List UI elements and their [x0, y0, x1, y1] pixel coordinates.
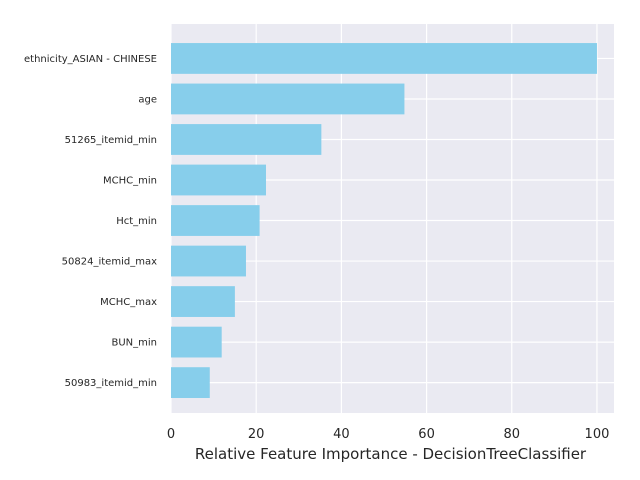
category-label: 51265_itemid_min	[65, 135, 157, 146]
category-label: MCHC_min	[103, 176, 157, 187]
bar	[171, 245, 246, 277]
category-labels: ethnicity_ASIAN - CHINESE age 51265_itemid…	[24, 54, 157, 389]
category-label: Hct_min	[116, 216, 157, 227]
x-tick-label: 80	[503, 427, 520, 442]
bar	[171, 367, 210, 399]
bar	[171, 205, 260, 236]
bar	[171, 43, 597, 74]
category-label: BUN_min	[111, 338, 157, 349]
bar	[171, 124, 322, 155]
x-tick-label: 0	[167, 427, 175, 442]
category-label: MCHC_max	[100, 297, 157, 308]
x-axis-title: Relative Feature Importance - DecisionTr…	[195, 445, 587, 463]
bars	[171, 43, 597, 399]
category-label: 50824_itemid_max	[62, 257, 157, 268]
category-label: age	[138, 94, 157, 105]
category-label: 50983_itemid_min	[65, 378, 157, 389]
x-tick-label: 40	[333, 427, 350, 442]
x-tick-labels: 0 20 40 60 80 100	[167, 427, 610, 442]
x-tick-label: 60	[418, 427, 435, 442]
x-tick-label: 100	[585, 427, 610, 442]
bar	[171, 164, 266, 196]
x-tick-label: 20	[248, 427, 265, 442]
bar	[171, 286, 235, 317]
bar	[171, 83, 405, 115]
category-label: ethnicity_ASIAN - CHINESE	[24, 54, 157, 65]
bar	[171, 326, 222, 358]
